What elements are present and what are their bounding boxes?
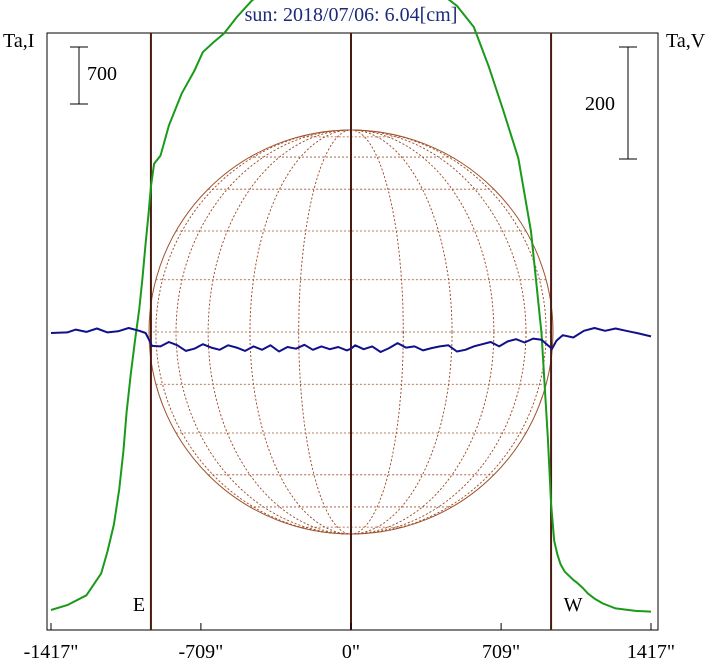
right-scale-label: 200: [585, 93, 615, 115]
x-axis-ticks: -1417" -709" 0" 709" 1417": [24, 623, 675, 662]
x-tick-label: -1417": [24, 641, 79, 662]
right-scale-bar: 200: [585, 46, 637, 160]
x-tick-label: 0": [342, 641, 360, 662]
plot-frame: [46, 32, 659, 631]
x-tick-label: -709": [178, 641, 223, 662]
limb-label-w: W: [564, 594, 583, 616]
limb-marker-lines: [149, 33, 553, 630]
series-i-line: [50, 0, 652, 613]
left-scale-label: 700: [87, 63, 117, 85]
x-tick-label: 709": [482, 641, 520, 662]
x-tick-label: 1417": [627, 641, 675, 662]
left-axis-label: Ta,I: [3, 30, 34, 52]
left-scale-bar: 700: [70, 46, 117, 105]
series-v-line: [50, 327, 652, 353]
limb-label-e: E: [133, 594, 145, 616]
chart-title: sun: 2018/07/06: 6.04[cm]: [245, 4, 458, 26]
right-axis-label: Ta,V: [666, 30, 706, 52]
